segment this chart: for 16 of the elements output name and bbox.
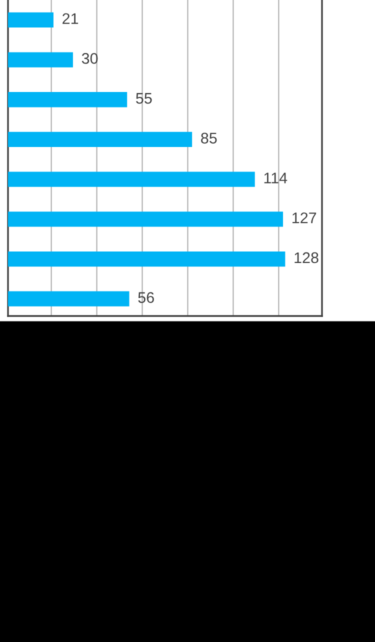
bar [8, 291, 130, 306]
bar [8, 12, 54, 28]
bar [8, 52, 73, 68]
data-label: 128 [294, 252, 318, 264]
bar [8, 92, 128, 108]
bar [8, 132, 192, 148]
data-label: 127 [292, 212, 316, 224]
bar [8, 172, 255, 187]
data-label: 21 [62, 13, 78, 24]
data-label: 85 [201, 132, 217, 144]
data-label: 56 [138, 292, 154, 303]
data-label: 55 [136, 93, 152, 104]
bar [8, 251, 286, 267]
data-label: 114 [264, 172, 288, 184]
data-label: 30 [82, 53, 98, 64]
bar [8, 212, 284, 227]
